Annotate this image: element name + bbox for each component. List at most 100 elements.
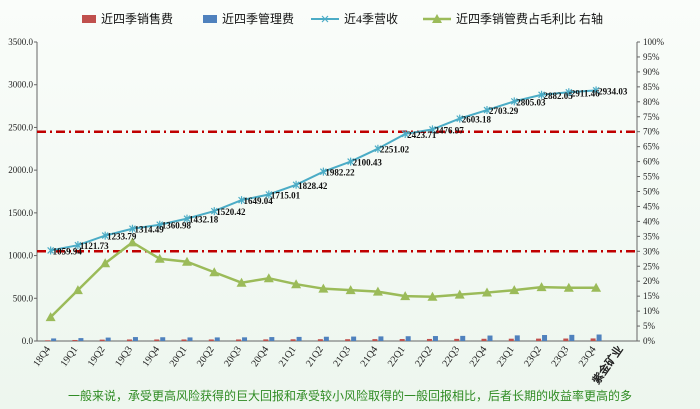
bar-mgmt xyxy=(378,336,384,341)
x-tick-label: 20Q2 xyxy=(195,344,217,369)
bar-mgmt xyxy=(160,337,166,341)
bar-mgmt xyxy=(351,336,357,341)
ratio-line xyxy=(49,240,597,318)
revenue-point xyxy=(483,106,491,115)
y-right-tick-label: 30% xyxy=(643,246,660,256)
revenue-data-label: 2703.29 xyxy=(489,106,519,116)
revenue-point xyxy=(592,86,600,95)
bar-sales xyxy=(399,339,405,341)
chart-caption: 一般来说，承受更高风险获得的巨大回报和承受较小风险取得的一般回报相比，后者长期的… xyxy=(67,389,632,403)
bar-sales xyxy=(508,338,514,341)
legend-marker-ratio xyxy=(432,14,442,23)
y-left-tick-label: 1500.0 xyxy=(8,208,33,218)
ratio-point xyxy=(454,289,465,299)
legend-label-sales: 近四季销售费 xyxy=(101,11,173,26)
x-tick-label: 21Q2 xyxy=(304,344,326,369)
revenue-point xyxy=(129,224,136,233)
y-left-tick-label: 3000.0 xyxy=(8,80,33,90)
bar-mgmt xyxy=(242,337,248,341)
ratio-point xyxy=(236,277,247,287)
ratio-point xyxy=(563,282,574,292)
legend-swatch-mgmt xyxy=(203,15,217,23)
legend-label-revenue: 近4季营收 xyxy=(344,12,398,26)
x-tick-label: 19Q2 xyxy=(86,344,108,369)
revenue-data-label: 1059.94 xyxy=(53,246,83,256)
ratio-point xyxy=(427,291,438,301)
y-right-tick-label: 45% xyxy=(643,201,660,211)
bar-mgmt xyxy=(269,337,275,341)
revenue-point xyxy=(374,144,382,153)
ratio-point xyxy=(482,287,492,297)
revenue-data-label: 1715.01 xyxy=(271,190,301,200)
x-tick-label: 21Q4 xyxy=(359,344,381,369)
y-left-tick-label: 3500.0 xyxy=(8,37,33,47)
y-right-tick-label: 55% xyxy=(643,172,660,182)
bar-sales xyxy=(563,338,569,341)
bar-mgmt xyxy=(514,335,520,341)
ratio-point xyxy=(100,258,111,268)
y-right-tick-label: 5% xyxy=(643,321,656,331)
ratio-point xyxy=(536,282,547,292)
y-right-tick-label: 100% xyxy=(643,37,665,47)
x-tick-label: 22Q1 xyxy=(386,344,408,369)
bar-mgmt xyxy=(487,335,493,341)
revenue-data-label: 1432.18 xyxy=(189,215,219,225)
bar-sales xyxy=(426,338,432,341)
bar-sales xyxy=(208,339,214,341)
ratio-point xyxy=(509,285,520,295)
x-tick-label: 21Q1 xyxy=(277,344,299,369)
y-right-tick-label: 85% xyxy=(643,82,660,92)
bar-sales xyxy=(372,339,378,341)
x-tick-label: 19Q4 xyxy=(140,344,162,369)
revenue-data-label: 1520.42 xyxy=(216,207,246,217)
revenue-data-label: 2423.71 xyxy=(407,130,437,140)
revenue-data-label: 2911.46 xyxy=(571,88,600,98)
x-tick-label: 22Q3 xyxy=(440,344,462,369)
ratio-point xyxy=(318,283,329,293)
y-right-tick-label: 75% xyxy=(643,112,660,122)
revenue-data-label: 1649.04 xyxy=(244,196,274,206)
revenue-data-label: 2476.97 xyxy=(434,125,464,135)
bar-mgmt xyxy=(187,337,193,341)
ratio-point xyxy=(182,256,192,266)
y-right-tick-label: 95% xyxy=(643,52,660,62)
bar-sales xyxy=(290,339,296,341)
y-right-tick-label: 90% xyxy=(643,67,660,77)
x-tick-label: 18Q4 xyxy=(31,344,53,369)
y-left-tick-label: 1000.0 xyxy=(8,251,33,261)
y-left-tick-label: 2000.0 xyxy=(8,165,33,175)
ratio-point xyxy=(154,253,165,263)
y-left-tick-label: 0.0 xyxy=(22,336,34,346)
bar-mgmt xyxy=(460,335,466,341)
bar-mgmt xyxy=(296,336,302,341)
bar-mgmt xyxy=(214,337,220,341)
revenue-point xyxy=(319,167,327,176)
ratio-point xyxy=(345,285,356,295)
bar-mgmt xyxy=(542,335,548,341)
revenue-point xyxy=(538,90,545,99)
bar-sales xyxy=(536,338,542,341)
y-right-tick-label: 15% xyxy=(643,291,660,301)
bar-mgmt xyxy=(569,334,575,341)
y-right-tick-label: 50% xyxy=(643,187,660,197)
y-right-tick-label: 35% xyxy=(643,231,660,241)
revenue-point xyxy=(510,97,518,106)
bar-mgmt xyxy=(132,337,138,341)
revenue-point xyxy=(238,196,245,205)
y-right-tick-label: 65% xyxy=(643,142,660,152)
y-right-tick-label: 70% xyxy=(643,127,660,137)
revenue-point xyxy=(183,214,191,223)
x-tick-label: 20Q3 xyxy=(222,344,244,369)
revenue-point xyxy=(210,207,218,216)
bar-sales xyxy=(590,338,596,341)
legend-label-ratio: 近四季销管费占毛利比 右轴 xyxy=(456,11,603,26)
revenue-point xyxy=(292,180,300,189)
bar-sales xyxy=(72,339,78,341)
bar-sales xyxy=(263,339,269,341)
revenue-data-label: 2805.03 xyxy=(516,97,546,107)
revenue-point xyxy=(47,246,55,255)
x-tick-label: 23Q4 xyxy=(577,344,599,369)
revenue-data-label: 1121.73 xyxy=(80,241,109,251)
x-tick-label: 20Q4 xyxy=(250,344,272,369)
